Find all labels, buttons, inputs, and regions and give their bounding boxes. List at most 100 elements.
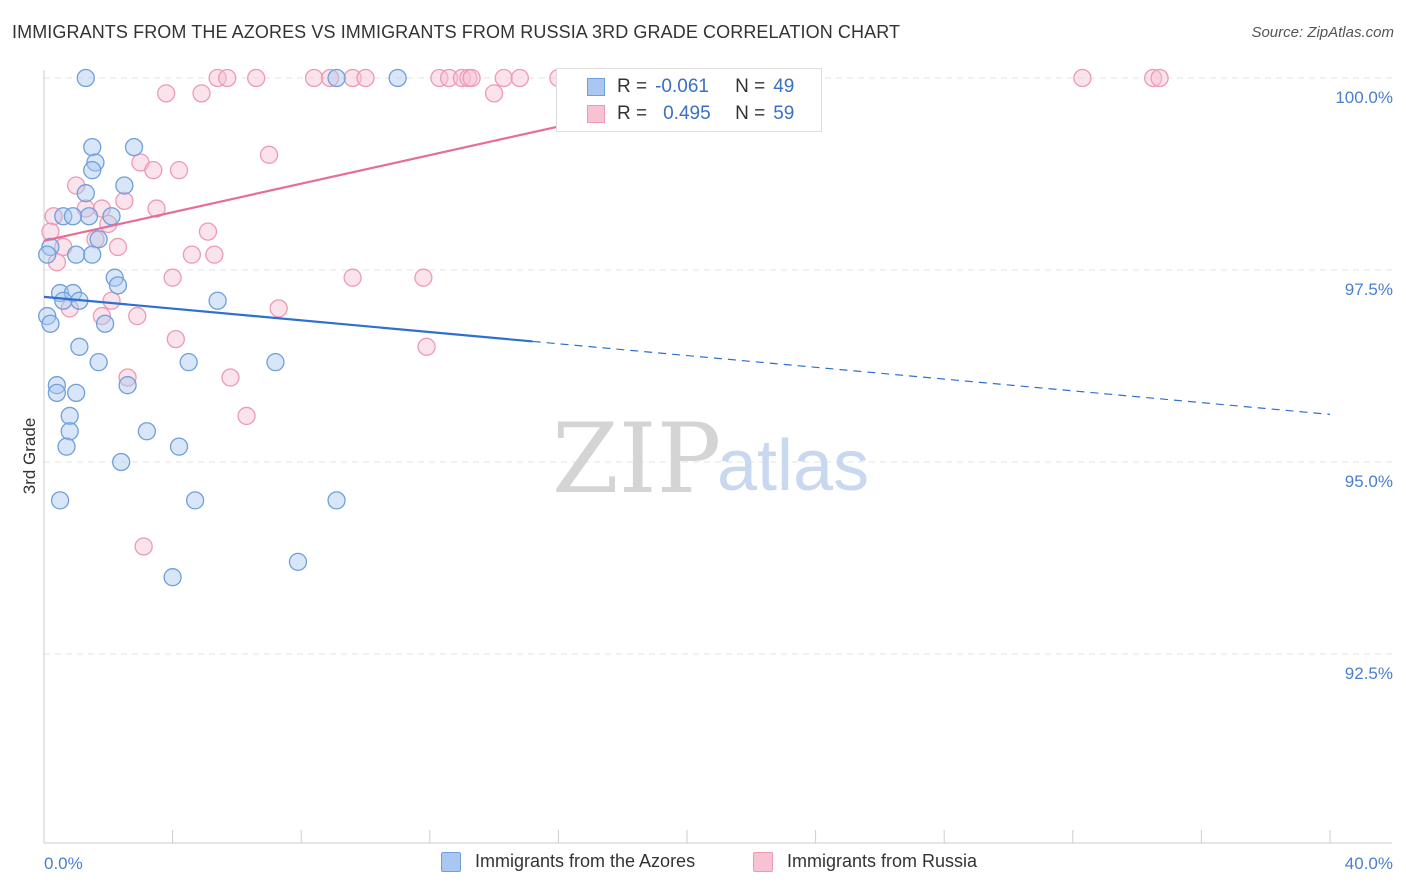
russia-point: [439, 68, 459, 88]
n-label: N =: [735, 76, 766, 97]
russia-point: [192, 84, 211, 103]
russia-point: [237, 406, 256, 426]
russia-point: [462, 68, 481, 88]
azores-point: [118, 376, 137, 395]
azores-trend-line: [43, 295, 533, 343]
russia-point: [356, 68, 375, 88]
legend-swatch-russia: [753, 851, 773, 872]
russia-point: [134, 537, 153, 556]
azores-point: [67, 383, 86, 403]
legend-item-azores[interactable]: Immigrants from the Azores: [441, 851, 695, 872]
azores-point: [327, 491, 346, 510]
russia-point: [417, 337, 436, 356]
azores-point: [179, 353, 198, 372]
azores-point: [47, 383, 67, 403]
azores-trend-extension: [532, 340, 1331, 415]
azores-point: [67, 245, 86, 264]
azores-point: [54, 291, 73, 310]
azores-point: [63, 207, 83, 226]
n-label: N =: [735, 103, 766, 124]
russia-point: [144, 161, 163, 180]
russia-point: [163, 268, 182, 287]
russia-point: [1073, 68, 1092, 88]
russia-point: [510, 68, 529, 88]
azores-point: [137, 422, 157, 441]
azores-point: [60, 406, 79, 426]
azores-point: [57, 437, 76, 456]
russia-point: [218, 68, 237, 88]
azores-point: [327, 68, 346, 88]
russia-point: [47, 253, 67, 272]
azores-point: [38, 245, 57, 264]
x-tick-label: 40.0%: [1345, 854, 1393, 873]
y-tick-label: 97.5%: [1345, 280, 1393, 299]
azores-point: [76, 184, 95, 203]
y-axis-label: 3rd Grade: [20, 418, 39, 495]
russia-point: [182, 245, 202, 264]
russia-point: [208, 68, 227, 88]
azores-point: [95, 314, 115, 333]
tick-labels: 92.5% 95.0% 97.5% 100.0% 0.0% 40.0%: [44, 88, 1393, 873]
russia-point: [205, 245, 224, 264]
legend-row-russia: R = 0.495 N = 59: [557, 100, 794, 128]
x-tick-label: 0.0%: [44, 854, 83, 873]
azores-point: [41, 314, 60, 333]
azores-point: [266, 353, 285, 372]
n-value: 59: [773, 103, 795, 124]
russia-point: [166, 329, 185, 349]
azores-point: [115, 176, 134, 195]
legend-row-azores: R = -0.061 N = 49: [557, 73, 794, 101]
russia-point: [304, 68, 324, 88]
watermark-atlas: atlas: [717, 426, 869, 506]
russia-point: [343, 268, 362, 287]
russia-point: [1144, 68, 1163, 88]
chart-title: IMMIGRANTS FROM THE AZORES VS IMMIGRANTS…: [12, 22, 901, 42]
azores-point: [83, 137, 102, 157]
russia-point: [414, 268, 433, 287]
russia-point: [343, 68, 362, 88]
azores-point: [54, 207, 73, 226]
legend-swatch-russia: [587, 105, 605, 123]
r-value: -0.061: [655, 76, 709, 97]
russia-point: [430, 68, 449, 88]
azores-point: [288, 552, 308, 571]
r-value: 0.495: [663, 103, 711, 124]
azores-point: [185, 491, 205, 510]
russia-point: [115, 191, 134, 211]
azores-point: [112, 452, 131, 472]
russia-point: [118, 368, 137, 387]
azores-point: [47, 376, 67, 395]
russia-point: [259, 145, 279, 164]
legend-swatch-azores: [441, 851, 461, 872]
russia-point: [484, 84, 504, 103]
r-label: R =: [617, 76, 648, 97]
russia-point: [169, 161, 189, 180]
azores-point: [163, 568, 182, 587]
azores-point: [79, 207, 99, 226]
y-tick-label: 95.0%: [1345, 472, 1393, 491]
y-tick-label: 100.0%: [1335, 88, 1393, 107]
series-legend: Immigrants from the Azores Immigrants fr…: [0, 851, 1406, 877]
russia-point: [320, 68, 340, 88]
azores-point: [60, 422, 79, 441]
azores-point: [124, 137, 144, 157]
russia-point: [157, 84, 176, 103]
russia-point: [494, 68, 513, 88]
russia-point: [44, 207, 63, 226]
legend-swatch-azores: [587, 78, 605, 96]
russia-point: [67, 176, 86, 195]
azores-point: [89, 230, 108, 249]
azores-point: [388, 68, 407, 88]
legend-label-azores: Immigrants from the Azores: [475, 851, 696, 871]
russia-point: [198, 222, 218, 241]
legend-item-russia[interactable]: Immigrants from Russia: [753, 851, 977, 872]
legend-label-russia: Immigrants from Russia: [787, 851, 978, 871]
azores-point: [50, 491, 70, 510]
azores-point: [76, 68, 95, 88]
azores-point: [169, 437, 189, 456]
russia-point: [269, 299, 288, 318]
russia-point: [221, 368, 240, 387]
azores-point: [70, 337, 89, 356]
azores-point: [102, 207, 121, 226]
